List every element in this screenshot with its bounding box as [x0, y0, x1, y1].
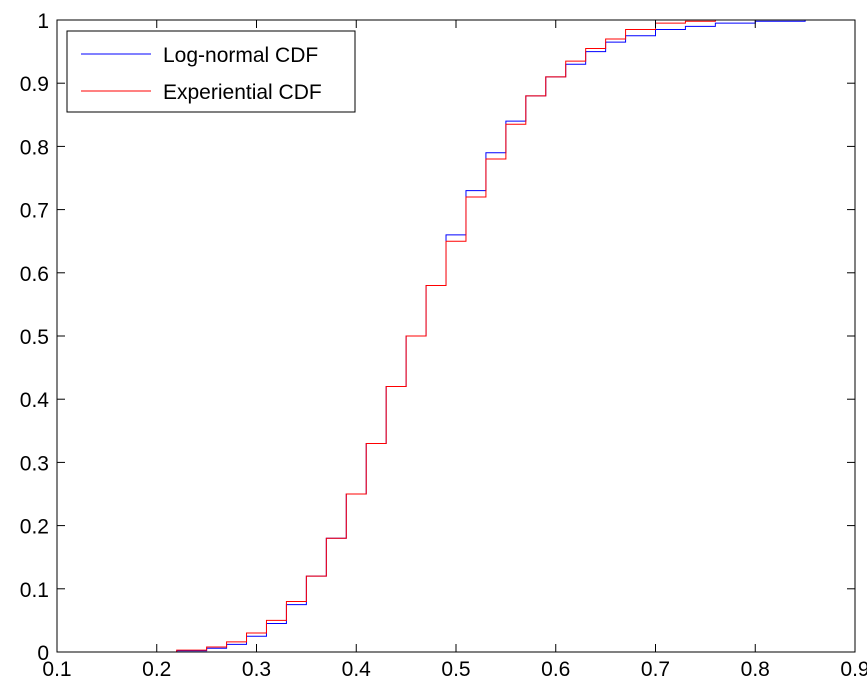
legend-label-log-normal: Log-normal CDF	[163, 44, 318, 67]
y-tick-label: 0.2	[20, 516, 49, 539]
x-tick-label: 0.5	[441, 658, 470, 681]
x-tick-label: 0.1	[42, 658, 71, 681]
x-tick-label: 0.2	[142, 658, 171, 681]
y-tick-label: 0.1	[20, 579, 49, 602]
x-axis: 0.1 0.2 0.3 0.4 0.5 0.6 0.7 0.8 0.9	[42, 20, 867, 681]
plot-background	[57, 20, 855, 652]
legend-label-experiential: Experiential CDF	[163, 81, 322, 104]
y-tick-label: 0.4	[20, 389, 50, 412]
legend: Log-normal CDF Experiential CDF	[66, 30, 356, 113]
x-tick-label: 0.3	[242, 658, 271, 681]
y-tick-label: 0.8	[20, 136, 49, 159]
y-tick-label: 0.9	[20, 73, 49, 96]
plot-frame	[56, 19, 856, 653]
y-tick-label: 0.7	[20, 200, 49, 223]
x-tick-label: 0.9	[840, 658, 867, 681]
series-line-experiential	[146, 19, 806, 653]
y-tick-label: 0.3	[20, 452, 49, 475]
y-tick-label: 1	[37, 10, 49, 33]
y-tick-label: 0.6	[20, 263, 49, 286]
y-tick-label: 0	[37, 642, 49, 665]
legend-box	[66, 30, 356, 113]
x-tick-label: 0.8	[741, 658, 770, 681]
y-tick-label: 0.5	[20, 326, 49, 349]
y-axis: 0 0.1 0.2 0.3 0.4 0.5 0.6 0.7 0.8 0.9 1	[20, 10, 855, 665]
x-tick-label: 0.7	[641, 658, 670, 681]
x-tick-label: 0.6	[541, 658, 570, 681]
x-tick-label: 0.4	[342, 658, 372, 681]
series-layer	[146, 19, 806, 653]
